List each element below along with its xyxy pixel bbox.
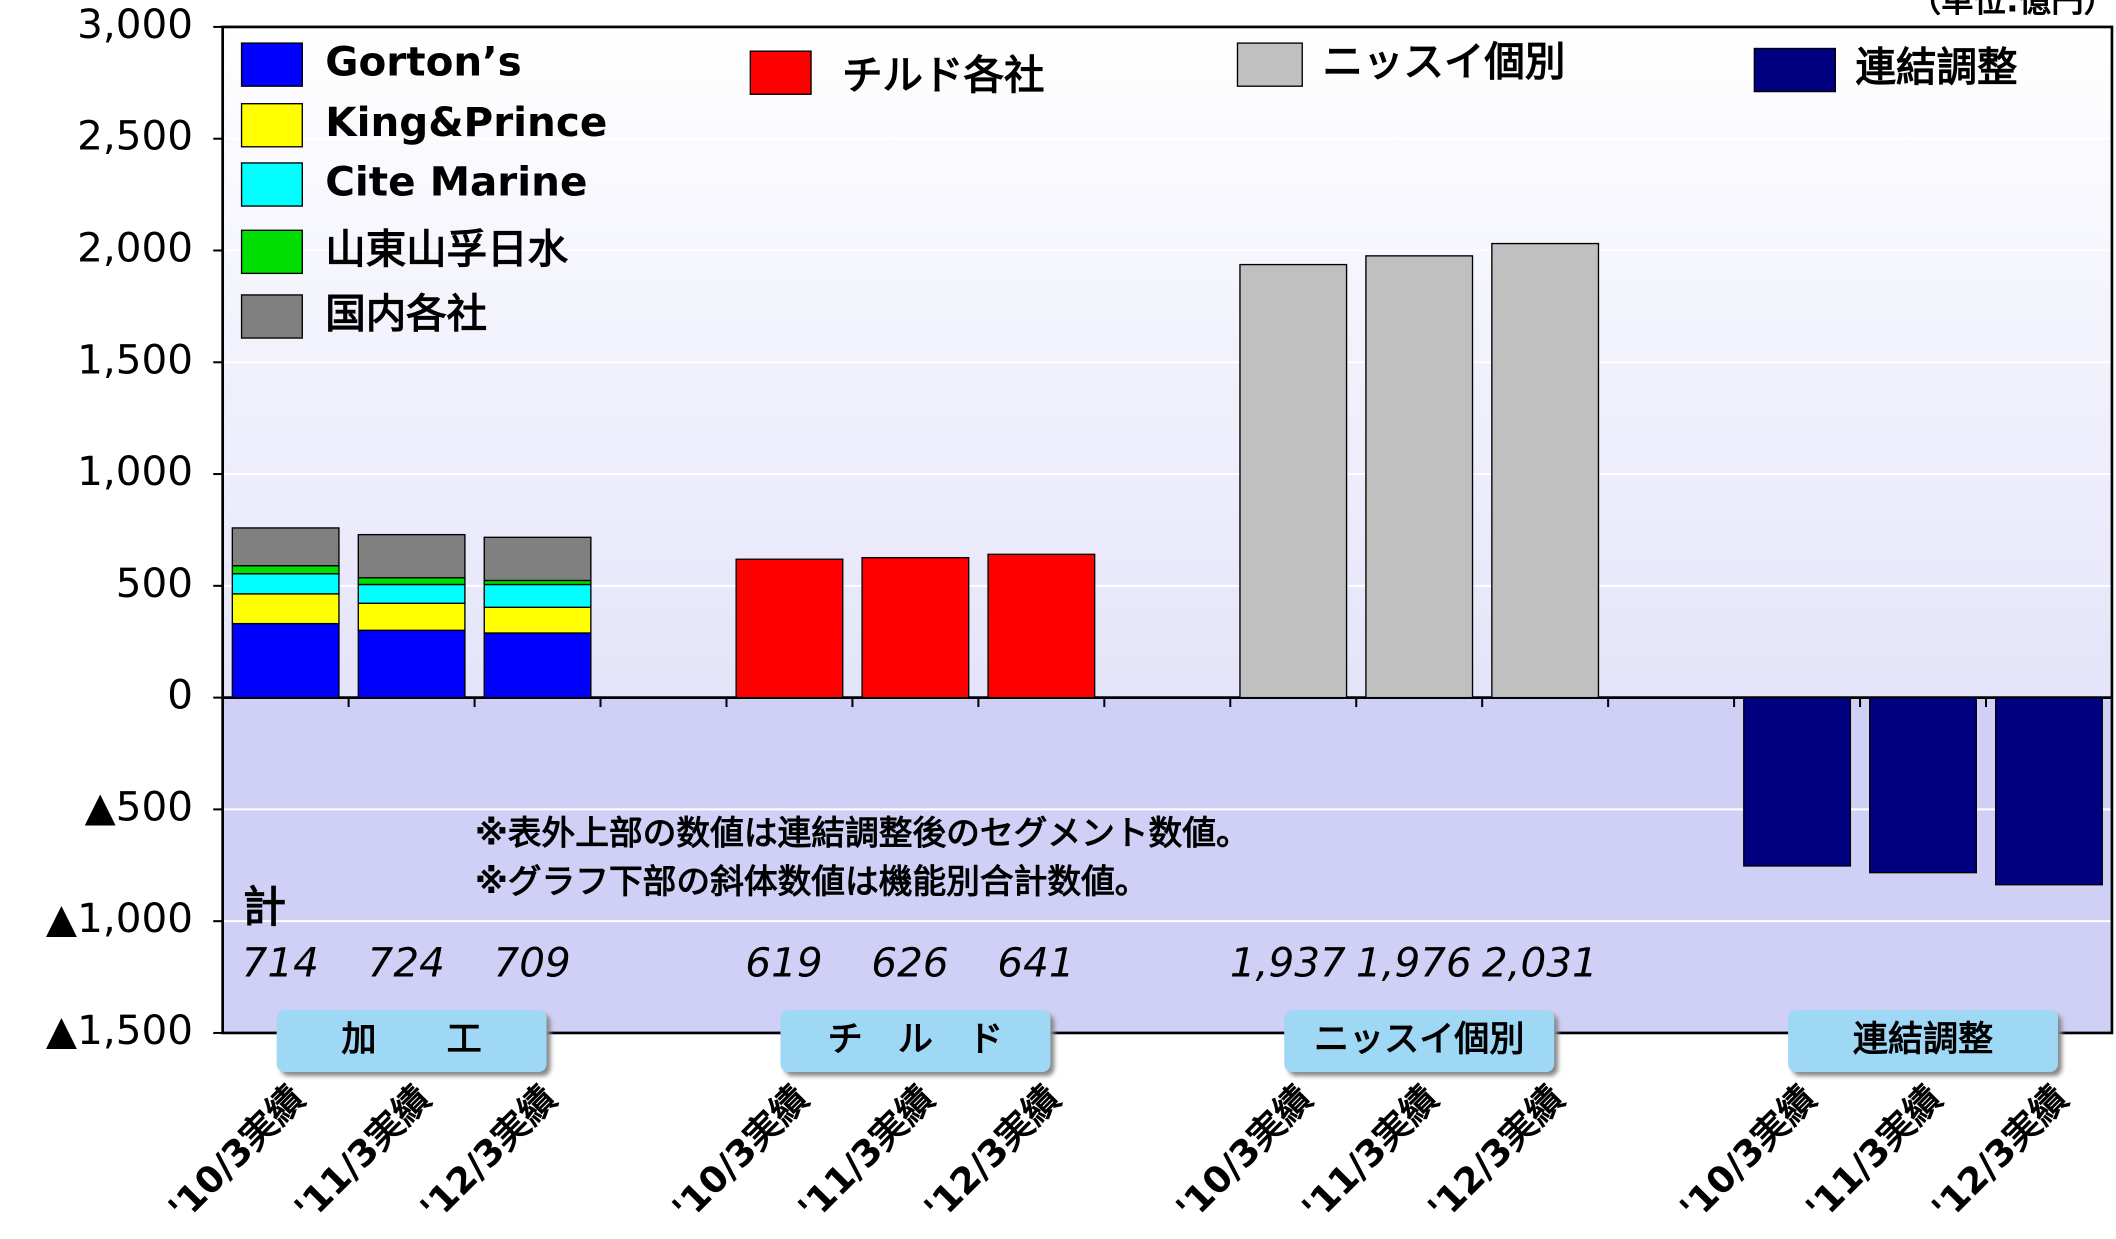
bar-segment	[357, 602, 466, 631]
group-box	[1284, 1010, 1555, 1073]
bar-segment	[735, 558, 844, 699]
x-tick-label: '12/3実績	[412, 1077, 565, 1230]
unit-label: （単位:億円）	[1909, 0, 2116, 20]
bar-segment	[861, 556, 970, 699]
group-box	[1788, 1010, 2058, 1073]
bar-segment	[231, 527, 340, 567]
bar-segment	[987, 553, 1096, 699]
bar-segment	[483, 583, 592, 608]
group-label: チ ル ド	[828, 1019, 1003, 1060]
legend-label: ニッスイ個別	[1323, 38, 1566, 86]
legend-label: チルド各社	[842, 51, 1044, 99]
legend-swatch	[240, 294, 303, 339]
x-tick-label: '11/3実績	[790, 1077, 943, 1230]
y-tick-label: 0	[167, 671, 193, 719]
legend-swatch	[240, 229, 303, 275]
legend-label: 山東山孚日水	[325, 225, 568, 273]
x-tick-label: '12/3実績	[916, 1077, 1069, 1230]
total-label: 724	[368, 939, 445, 987]
legend-label: Gorton’s	[325, 38, 521, 86]
plot-border	[221, 25, 2114, 1035]
legend-label: King&Prince	[325, 98, 607, 146]
x-tick-label: '11/3実績	[286, 1077, 439, 1230]
total-label: 626	[871, 939, 948, 987]
group-label: ニッスイ個別	[1314, 1019, 1524, 1060]
total-label: 1,937	[1230, 939, 1346, 987]
total-label: 619	[745, 939, 822, 987]
group-box	[276, 1010, 547, 1073]
x-tick-label: '11/3実績	[1797, 1077, 1950, 1230]
y-tick-label: ▲500	[85, 782, 193, 830]
x-tick-label: '10/3実績	[1168, 1077, 1321, 1230]
bar-segment	[1491, 242, 1600, 699]
legend-swatch	[1753, 47, 1836, 93]
y-tick-label: 1,000	[77, 447, 193, 495]
bar-segment	[357, 583, 466, 604]
x-tick-label: '12/3実績	[1923, 1077, 2076, 1230]
y-tick-label: ▲1,000	[46, 894, 193, 942]
bar-segment	[483, 536, 592, 582]
bar-segment	[357, 533, 466, 579]
legend-swatch	[240, 103, 303, 148]
total-label: 709	[494, 939, 571, 987]
group-box	[780, 1010, 1051, 1073]
x-tick-label: '10/3実績	[1671, 1077, 1824, 1230]
legend-label: 国内各社	[325, 290, 487, 338]
legend-swatch	[240, 42, 303, 87]
legend-swatch	[1236, 42, 1303, 87]
note: ※表外上部の数値は連結調整後のセグメント数値。	[475, 814, 1250, 853]
y-tick-label: 2,500	[77, 112, 193, 160]
total-label: 714	[242, 939, 319, 987]
legend-label: Cite Marine	[325, 158, 587, 206]
x-tick-label: '10/3実績	[160, 1077, 313, 1230]
group-label: 加 工	[341, 1019, 481, 1060]
total-label: 1,976	[1356, 939, 1472, 987]
legend-swatch	[749, 50, 812, 95]
bar-segment	[1365, 255, 1474, 699]
y-tick-label: 2,000	[77, 224, 193, 272]
note: ※グラフ下部の斜体数値は機能別合計数値。	[475, 862, 1149, 901]
bar-segment	[483, 606, 592, 634]
bar-segment	[231, 622, 340, 699]
y-tick-label: 3,000	[77, 0, 193, 48]
bar-segment	[1994, 696, 2103, 886]
total-label: 2,031	[1482, 939, 1598, 987]
total-label: 641	[997, 939, 1074, 987]
bar-segment	[1743, 696, 1852, 867]
x-tick-label: '10/3実績	[664, 1077, 817, 1230]
group-label: 連結調整	[1853, 1019, 1993, 1060]
legend-swatch	[240, 162, 303, 207]
bar-segment	[1239, 263, 1348, 699]
totals-label: 計	[243, 883, 286, 933]
bar-segment	[1869, 696, 1978, 874]
x-tick-label: '11/3実績	[1294, 1077, 1447, 1230]
y-tick-label: 500	[116, 559, 193, 607]
bar-segment	[357, 629, 466, 699]
y-tick-label: 1,500	[77, 335, 193, 383]
bar-segment	[231, 593, 340, 625]
y-tick-label: ▲1,500	[46, 1006, 193, 1054]
x-tick-label: '12/3実績	[1419, 1077, 1572, 1230]
bar-segment	[483, 632, 592, 699]
legend-label: 連結調整	[1856, 43, 2018, 91]
bar-segment	[231, 573, 340, 595]
bar-segment	[357, 577, 466, 586]
bar-segment	[231, 565, 340, 575]
